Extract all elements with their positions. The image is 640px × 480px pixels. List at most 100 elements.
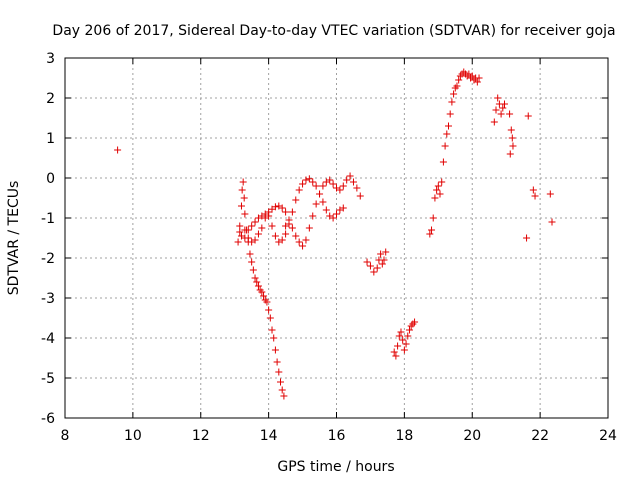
data-point — [258, 288, 266, 296]
x-axis-label: GPS time / hours — [277, 459, 394, 475]
data-point — [473, 78, 481, 86]
data-point — [268, 326, 276, 334]
y-tick-label: -1 — [41, 211, 55, 227]
data-point — [265, 212, 273, 220]
data-point — [292, 232, 300, 240]
data-point — [446, 110, 454, 118]
data-point — [282, 208, 290, 216]
data-point — [343, 176, 351, 184]
data-point — [436, 190, 444, 198]
data-point — [428, 226, 436, 234]
data-point — [392, 352, 400, 360]
data-point — [278, 386, 286, 394]
data-point — [450, 90, 458, 98]
data-point — [309, 212, 317, 220]
data-point — [302, 236, 310, 244]
data-point — [431, 194, 439, 202]
data-point — [336, 186, 344, 194]
y-tick-label: 3 — [46, 51, 55, 67]
data-point — [254, 230, 262, 238]
x-tick-label: 8 — [61, 428, 70, 444]
y-tick-label: 0 — [46, 171, 55, 187]
data-point — [356, 192, 364, 200]
data-point — [370, 268, 378, 276]
data-point — [353, 184, 361, 192]
data-point — [439, 158, 447, 166]
data-point — [378, 260, 386, 268]
data-point — [234, 238, 242, 246]
data-point — [266, 314, 274, 322]
data-point — [339, 182, 347, 190]
data-point — [275, 368, 283, 376]
data-point — [411, 318, 419, 326]
data-point — [244, 234, 252, 242]
data-point — [326, 176, 334, 184]
data-point — [251, 218, 259, 226]
data-point — [288, 224, 296, 232]
data-point — [339, 204, 347, 212]
data-point — [288, 208, 296, 216]
data-point — [382, 248, 390, 256]
data-point — [444, 122, 452, 130]
y-tick-label: -3 — [41, 291, 55, 307]
data-point — [246, 250, 254, 258]
data-point — [260, 292, 268, 300]
data-point — [319, 182, 327, 190]
y-tick-label: -5 — [41, 371, 55, 387]
data-point — [448, 98, 456, 106]
data-point — [507, 126, 515, 134]
y-tick-label: 1 — [46, 131, 55, 147]
data-point — [299, 242, 307, 250]
data-point — [395, 332, 403, 340]
data-point — [329, 214, 337, 222]
data-point — [400, 346, 408, 354]
data-point — [366, 262, 374, 270]
data-point — [239, 178, 247, 186]
data-point — [523, 234, 531, 242]
data-point — [282, 230, 290, 238]
data-point — [494, 94, 502, 102]
data-point — [453, 82, 461, 90]
data-point — [305, 175, 313, 183]
data-point — [319, 198, 327, 206]
data-point — [271, 346, 279, 354]
data-point — [248, 222, 256, 230]
data-point — [278, 204, 286, 212]
data-point — [546, 190, 554, 198]
data-point — [426, 230, 434, 238]
data-point — [497, 110, 505, 118]
data-point — [548, 218, 556, 226]
data-point — [506, 150, 514, 158]
data-point — [241, 226, 249, 234]
data-point — [271, 232, 279, 240]
data-point — [524, 112, 532, 120]
y-tick-label: -4 — [41, 331, 55, 347]
data-point — [377, 250, 385, 258]
data-point — [506, 110, 514, 118]
data-point — [405, 326, 413, 334]
data-point — [248, 258, 256, 266]
data-point — [390, 348, 398, 356]
data-point — [531, 192, 539, 200]
data-point — [273, 358, 281, 366]
data-point — [254, 282, 262, 290]
data-point — [238, 186, 246, 194]
x-tick-label: 12 — [192, 428, 210, 444]
data-point — [302, 176, 310, 184]
data-point — [443, 130, 451, 138]
data-point — [299, 180, 307, 188]
y-tick-label: -2 — [41, 251, 55, 267]
y-tick-label: 2 — [46, 91, 55, 107]
data-point — [499, 104, 507, 112]
data-point — [253, 278, 261, 286]
data-points — [114, 68, 556, 400]
data-point — [434, 182, 442, 190]
data-point — [492, 106, 500, 114]
data-point — [397, 328, 405, 336]
data-point — [380, 256, 388, 264]
data-point — [316, 190, 324, 198]
data-point — [441, 142, 449, 150]
x-tick-label: 24 — [599, 428, 617, 444]
